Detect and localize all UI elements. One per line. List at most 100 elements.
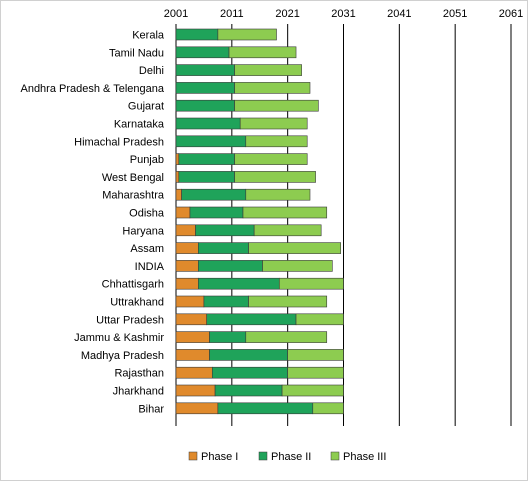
bar-phase-ii	[175, 46, 230, 59]
category-label: Odisha	[129, 208, 165, 220]
category-label: West Bengal	[102, 172, 164, 184]
bar-phase-ii	[217, 402, 314, 415]
bar-phase-ii	[189, 206, 244, 219]
bar-phase-iii	[312, 402, 344, 415]
bar-phase-iii	[248, 242, 342, 254]
bar-phase-iii	[278, 277, 344, 290]
category-label: Rajasthan	[114, 368, 164, 380]
x-axis-tick-labels: 2001 2011 2021 2031 2041 2051 2061	[164, 8, 523, 20]
bar-phase-ii	[175, 99, 235, 112]
legend-label: Phase II	[271, 451, 311, 463]
category-label: Haryana	[122, 225, 164, 237]
legend-swatch	[188, 451, 198, 461]
category-label: Uttrakhand	[110, 297, 164, 309]
category-label: Jammu & Kashmir	[74, 332, 164, 344]
bar-phase-i	[175, 295, 205, 308]
bar-phase-iii	[234, 153, 308, 165]
bar-phase-ii	[206, 313, 297, 326]
bar-phase-ii	[198, 242, 249, 254]
x-tick-label-2051: 2051	[443, 8, 467, 20]
bar-phase-ii	[203, 295, 249, 308]
bar-phase-iii	[234, 99, 319, 112]
bar-phase-i	[175, 188, 182, 201]
bar-phase-i	[175, 260, 199, 272]
x-tick-label-2011: 2011	[220, 8, 244, 20]
bar-phase-ii	[178, 171, 235, 183]
bar-phase-iii	[295, 313, 344, 326]
bar-phase-iii	[253, 224, 322, 237]
bar-phase-ii	[209, 349, 288, 361]
bar-phase-iii	[228, 46, 297, 59]
bar-phase-iii	[234, 82, 311, 94]
bar-phase-i	[175, 153, 180, 165]
bar-phase-ii	[175, 117, 241, 130]
bar-phase-ii	[198, 277, 280, 290]
bar-phase-ii	[211, 366, 288, 379]
bar-phase-ii	[175, 28, 219, 41]
bar-phase-iii	[262, 260, 333, 272]
legend-label: Phase III	[343, 451, 386, 463]
x-tick-label-2001: 2001	[164, 8, 188, 20]
bar-phase-ii	[195, 224, 255, 237]
bar-phase-iii	[217, 28, 277, 41]
category-label: Uttar Pradesh	[96, 314, 164, 326]
category-label: Madhya Pradesh	[81, 350, 164, 362]
category-label: Punjab	[130, 154, 164, 166]
y-axis-category-labels: Kerala Tamil Nadu Delhi Andhra Pradesh & Te…	[20, 30, 164, 416]
x-tick-label-2061: 2061	[499, 8, 523, 20]
bar-phase-i	[175, 402, 219, 415]
bar-phase-ii	[214, 384, 283, 397]
legend-swatch	[330, 451, 340, 461]
category-label: Kerala	[132, 30, 165, 42]
category-label: Jharkhand	[113, 386, 164, 398]
legend-label: Phase I	[201, 451, 238, 463]
bar-phase-ii	[181, 188, 247, 201]
bar-phase-i	[175, 349, 210, 361]
bar-phase-iii	[245, 188, 311, 201]
bar-phase-iii	[234, 64, 302, 76]
x-tick-label-2021: 2021	[275, 8, 299, 20]
category-label: Gujarat	[128, 101, 164, 113]
category-label: Assam	[130, 243, 164, 255]
bar-phase-ii	[175, 82, 235, 94]
bar-phase-iii	[245, 331, 328, 343]
category-label: Andhra Pradesh & Telengana	[20, 83, 164, 95]
bar-phase-i	[175, 224, 196, 237]
legend-swatch	[258, 451, 268, 461]
category-label: Chhattisgarh	[102, 279, 164, 291]
x-tick-label-2031: 2031	[331, 8, 355, 20]
bar-phase-iii	[287, 366, 344, 379]
bar-phase-iii	[245, 135, 308, 148]
bar-phase-iii	[239, 117, 308, 130]
bar-phase-i	[175, 277, 199, 290]
category-label: Bihar	[138, 403, 164, 415]
bar-phase-i	[175, 313, 208, 326]
category-label: Tamil Nadu	[109, 47, 164, 59]
category-label: Maharashtra	[102, 190, 165, 202]
category-label: Himachal Pradesh	[74, 136, 164, 148]
bar-phase-i	[175, 171, 180, 183]
bar-phase-iii	[281, 384, 344, 397]
bar-phase-i	[175, 366, 213, 379]
bar-phase-iii	[287, 349, 344, 361]
category-label: Karnataka	[114, 119, 165, 131]
bar-phase-i	[175, 206, 191, 219]
bar-phase-ii	[175, 64, 235, 76]
category-label: INDIA	[135, 261, 165, 273]
bar-phase-ii	[175, 135, 247, 148]
legend: Phase I Phase II Phase III	[188, 451, 386, 463]
bar-phase-ii	[198, 260, 263, 272]
x-tick-label-2041: 2041	[387, 8, 411, 20]
bar-phase-i	[175, 331, 210, 343]
bars	[175, 28, 344, 415]
bar-phase-ii	[178, 153, 235, 165]
bar-phase-ii	[209, 331, 247, 343]
bar-phase-i	[175, 384, 216, 397]
category-label: Delhi	[139, 65, 164, 77]
bar-phase-i	[175, 242, 199, 254]
bar-phase-iii	[248, 295, 328, 308]
bar-phase-iii	[234, 171, 316, 183]
bar-phase-iii	[242, 206, 328, 219]
